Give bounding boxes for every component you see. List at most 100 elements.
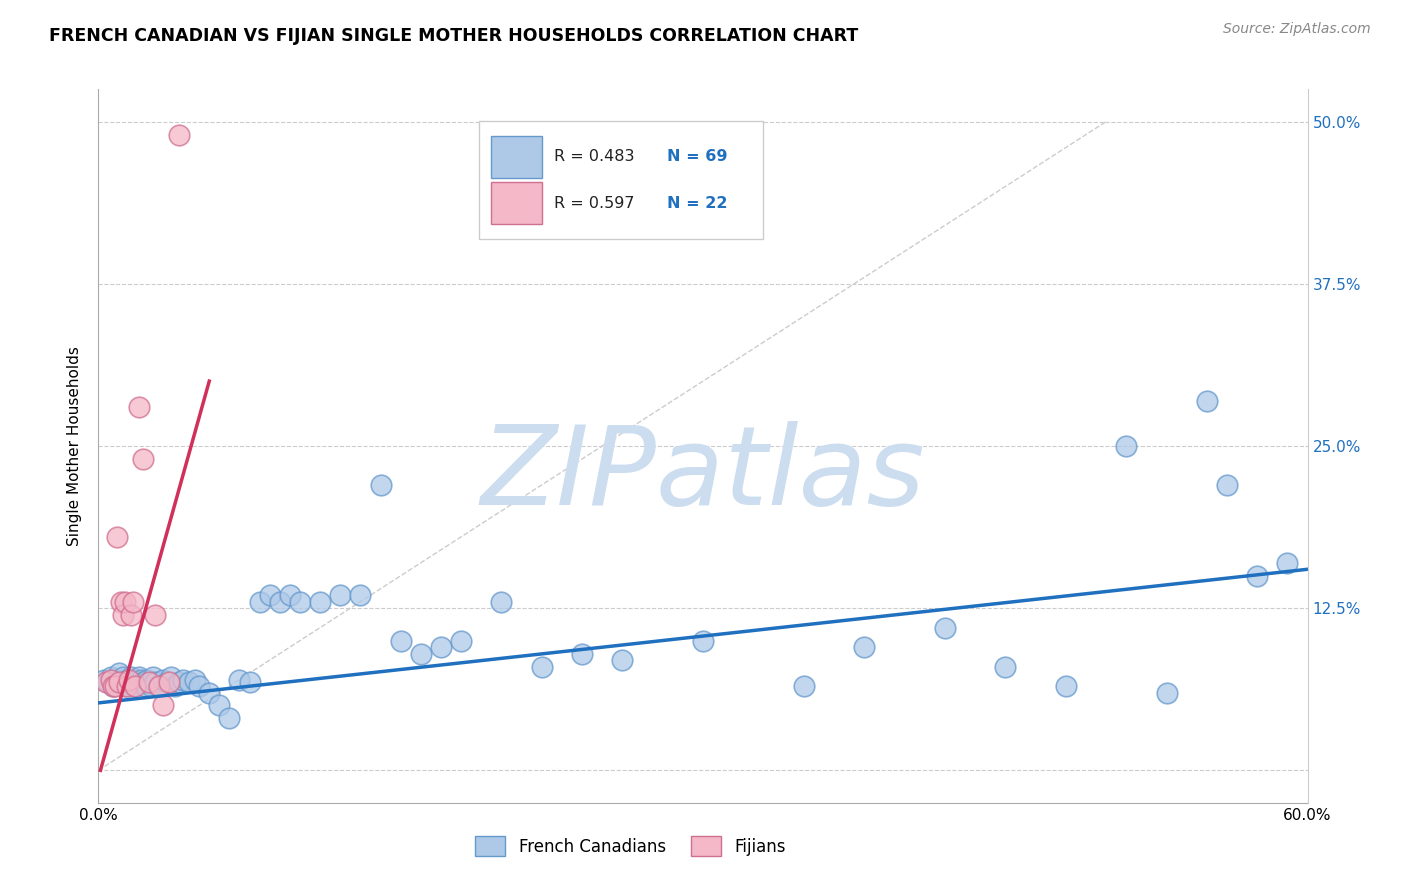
Point <box>96 675 118 690</box>
Legend: French Canadians, Fijians: French Canadians, Fijians <box>468 830 792 863</box>
Point <box>103 675 125 690</box>
Point <box>1246 568 1268 582</box>
Point <box>93 673 115 687</box>
Point <box>118 673 141 687</box>
Point <box>156 675 179 690</box>
Point <box>100 673 122 687</box>
Point <box>198 685 221 699</box>
Point <box>143 607 166 622</box>
Point <box>167 128 190 142</box>
Point <box>148 679 170 693</box>
Point <box>111 670 134 684</box>
Point <box>128 400 150 414</box>
Point <box>139 679 162 693</box>
Point <box>188 679 211 693</box>
Point <box>97 675 120 690</box>
Point <box>349 588 371 602</box>
Point <box>101 679 124 693</box>
Point <box>269 595 291 609</box>
Point <box>249 595 271 609</box>
Point <box>129 673 152 687</box>
Point <box>1216 478 1239 492</box>
Point <box>125 675 148 690</box>
Point <box>692 633 714 648</box>
Point <box>1277 556 1299 570</box>
Text: N = 69: N = 69 <box>666 150 727 164</box>
Point <box>138 675 160 690</box>
Point <box>1195 393 1218 408</box>
Point <box>1115 439 1137 453</box>
Point <box>105 530 128 544</box>
Point <box>105 673 128 687</box>
Point <box>218 711 240 725</box>
Point <box>1156 685 1178 699</box>
Point <box>111 607 134 622</box>
Point <box>160 670 183 684</box>
Point <box>853 640 876 654</box>
Point <box>179 675 201 690</box>
Point <box>124 679 146 693</box>
Text: Source: ZipAtlas.com: Source: ZipAtlas.com <box>1223 22 1371 37</box>
Point <box>128 670 150 684</box>
Point <box>450 633 472 648</box>
Point <box>115 673 138 687</box>
Point <box>143 675 166 690</box>
Point <box>118 675 141 690</box>
Point <box>134 679 156 693</box>
Point <box>370 478 392 492</box>
Point <box>121 679 143 693</box>
Point <box>152 698 174 713</box>
Point <box>571 647 593 661</box>
Point <box>163 679 186 693</box>
Point <box>101 679 124 693</box>
Point <box>389 633 412 648</box>
Point <box>430 640 453 654</box>
Text: R = 0.483: R = 0.483 <box>554 150 634 164</box>
Point <box>100 670 122 684</box>
Point <box>612 653 634 667</box>
Point <box>107 675 129 690</box>
Point <box>135 673 157 687</box>
Point <box>934 621 956 635</box>
Text: ZIPatlas: ZIPatlas <box>481 421 925 528</box>
FancyBboxPatch shape <box>492 136 543 178</box>
Point <box>994 659 1017 673</box>
Point <box>110 675 132 690</box>
Point <box>172 673 194 687</box>
Point <box>329 588 352 602</box>
Text: R = 0.597: R = 0.597 <box>554 196 634 211</box>
FancyBboxPatch shape <box>479 121 763 239</box>
Point <box>288 595 311 609</box>
Point <box>114 679 136 693</box>
Point <box>132 452 155 467</box>
Point <box>239 675 262 690</box>
Point <box>530 659 553 673</box>
Point <box>148 679 170 693</box>
Point <box>278 588 301 602</box>
Point <box>157 675 180 690</box>
Point <box>259 588 281 602</box>
Text: N = 22: N = 22 <box>666 196 727 211</box>
Point <box>167 675 190 690</box>
Y-axis label: Single Mother Households: Single Mother Households <box>67 346 83 546</box>
Point <box>114 595 136 609</box>
Point <box>793 679 815 693</box>
Point <box>142 670 165 684</box>
Point <box>124 673 146 687</box>
Point <box>120 670 142 684</box>
Point <box>107 666 129 681</box>
Point <box>491 595 513 609</box>
FancyBboxPatch shape <box>492 182 543 225</box>
Point <box>1054 679 1077 693</box>
Text: FRENCH CANADIAN VS FIJIAN SINGLE MOTHER HOUSEHOLDS CORRELATION CHART: FRENCH CANADIAN VS FIJIAN SINGLE MOTHER … <box>49 27 859 45</box>
Point <box>309 595 332 609</box>
Point <box>132 675 155 690</box>
Point <box>184 673 207 687</box>
Point <box>115 679 138 693</box>
Point <box>152 673 174 687</box>
Point <box>138 675 160 690</box>
Point <box>120 607 142 622</box>
Point <box>121 595 143 609</box>
Point <box>103 679 125 693</box>
Point <box>228 673 250 687</box>
